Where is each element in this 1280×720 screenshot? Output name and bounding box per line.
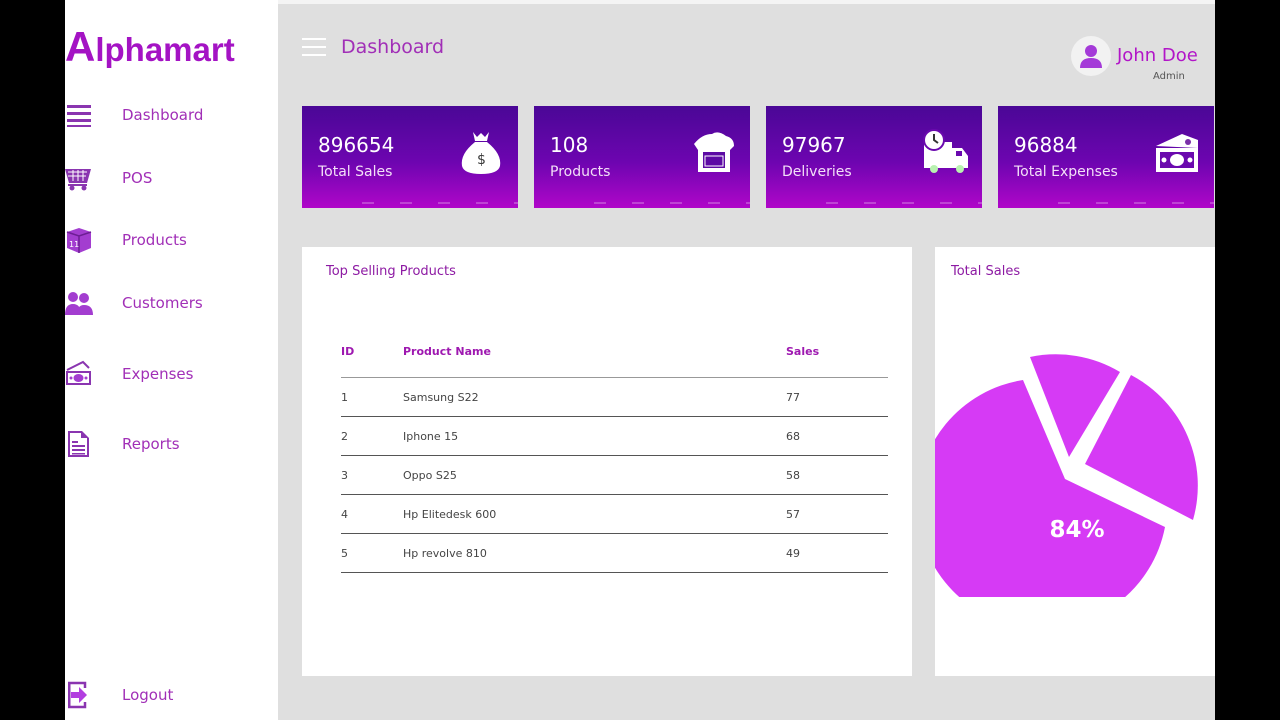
sidebar-item-customers[interactable]: Customers	[65, 285, 279, 321]
sidebar-item-reports[interactable]: Reports	[65, 426, 279, 462]
card-decoration	[362, 202, 518, 204]
column-header-sales[interactable]: Sales	[786, 343, 888, 378]
stat-label: Total Expenses	[1014, 164, 1118, 180]
box-icon	[688, 128, 738, 178]
hamburger-line	[302, 38, 326, 40]
cell-id: 2	[341, 416, 403, 456]
shopping-cart-icon	[65, 164, 93, 192]
hamburger-line	[302, 54, 326, 56]
stat-card-deliveries[interactable]: 97967 Deliveries	[766, 106, 982, 208]
stat-value: 97967	[782, 133, 846, 157]
table-row[interactable]: 3 Oppo S25 58	[341, 455, 888, 495]
user-name: John Doe	[1117, 45, 1198, 66]
panel-title: Top Selling Products	[326, 264, 456, 279]
table-row[interactable]: 4 Hp Elitedesk 600 57	[341, 494, 888, 534]
main-content: Dashboard John Doe Admin 896654 Total Sa…	[278, 4, 1215, 720]
cell-product-name: Oppo S25	[403, 455, 786, 495]
pie-chart[interactable]: 84%	[935, 337, 1215, 597]
stat-card-products[interactable]: 108 Products	[534, 106, 750, 208]
avatar[interactable]	[1071, 36, 1111, 76]
menu-lines-icon	[65, 101, 93, 129]
table-row[interactable]: 5 Hp revolve 810 49	[341, 533, 888, 573]
pie-label: 84%	[1049, 517, 1104, 543]
column-header-product-name[interactable]: Product Name	[403, 343, 786, 378]
pie-slice-top[interactable]	[1030, 354, 1120, 457]
sidebar-item-label: Customers	[122, 294, 203, 312]
svg-text:11: 11	[69, 240, 79, 249]
stat-label: Total Sales	[318, 164, 393, 180]
stat-card-total-expenses[interactable]: 96884 Total Expenses	[998, 106, 1214, 208]
products-table: ID Product Name Sales 1 Samsung S22 77 2…	[341, 343, 888, 573]
stat-label: Products	[550, 164, 611, 180]
cell-product-name: Iphone 15	[403, 416, 786, 456]
screen-edge-left	[0, 0, 65, 720]
sidebar-item-label: Reports	[122, 435, 180, 453]
cell-sales: 49	[786, 533, 888, 573]
table-row[interactable]: 2 Iphone 15 68	[341, 416, 888, 456]
cell-id: 1	[341, 377, 403, 417]
stat-value: 108	[550, 133, 589, 157]
cell-product-name: Hp Elitedesk 600	[403, 494, 786, 534]
stat-label: Deliveries	[782, 164, 852, 180]
sidebar-item-label: Expenses	[122, 365, 194, 383]
sidebar-item-label: Products	[122, 231, 187, 249]
cell-product-name: Hp revolve 810	[403, 533, 786, 573]
svg-text:$: $	[477, 152, 486, 168]
screen-edge-right	[1215, 0, 1280, 720]
app-logo: Alphamart	[65, 23, 235, 70]
page-title: Dashboard	[341, 36, 445, 58]
cell-id: 3	[341, 455, 403, 495]
cell-id: 4	[341, 494, 403, 534]
money-icon	[65, 360, 93, 388]
table-header-row: ID Product Name Sales	[341, 343, 888, 378]
cell-sales: 58	[786, 455, 888, 495]
sidebar-item-expenses[interactable]: Expenses	[65, 356, 279, 392]
stat-value: 96884	[1014, 133, 1078, 157]
users-icon	[65, 289, 93, 317]
hamburger-line	[302, 46, 326, 48]
user-role: Admin	[1153, 71, 1185, 82]
sidebar-item-label: Dashboard	[122, 106, 204, 124]
cell-sales: 68	[786, 416, 888, 456]
sidebar-item-label: Logout	[122, 686, 174, 704]
document-icon	[65, 430, 93, 458]
logout-icon	[65, 681, 93, 709]
sidebar-item-label: POS	[122, 169, 153, 187]
panel-title: Total Sales	[951, 264, 1021, 279]
main-top-border	[278, 0, 1215, 4]
card-decoration	[1058, 202, 1214, 204]
pie-slice-large[interactable]	[935, 380, 1165, 597]
cash-icon	[1152, 128, 1202, 178]
box-icon: 11	[65, 226, 93, 254]
money-bag-icon: $	[456, 128, 506, 178]
cell-id: 5	[341, 533, 403, 573]
total-sales-panel: Total Sales 84%	[935, 247, 1215, 676]
top-selling-products-panel: Top Selling Products ID Product Name Sal…	[302, 247, 912, 676]
delivery-truck-icon	[920, 128, 970, 178]
column-header-id[interactable]: ID	[341, 343, 403, 378]
sidebar-item-products[interactable]: 11 Products	[65, 222, 279, 258]
card-decoration	[826, 202, 982, 204]
cell-sales: 77	[786, 377, 888, 417]
stat-value: 896654	[318, 133, 395, 157]
sidebar: Alphamart Dashboard POS 11 Products Cust…	[65, 0, 279, 720]
logout-button[interactable]: Logout	[65, 677, 279, 713]
sidebar-item-dashboard[interactable]: Dashboard	[65, 97, 279, 133]
cell-sales: 57	[786, 494, 888, 534]
pie-slice-right[interactable]	[1085, 375, 1198, 520]
menu-toggle-button[interactable]	[302, 38, 326, 56]
stat-card-total-sales[interactable]: 896654 Total Sales $	[302, 106, 518, 208]
card-decoration	[594, 202, 750, 204]
user-icon	[1080, 45, 1102, 68]
sidebar-item-pos[interactable]: POS	[65, 160, 279, 196]
cell-product-name: Samsung S22	[403, 377, 786, 417]
table-row[interactable]: 1 Samsung S22 77	[341, 377, 888, 417]
